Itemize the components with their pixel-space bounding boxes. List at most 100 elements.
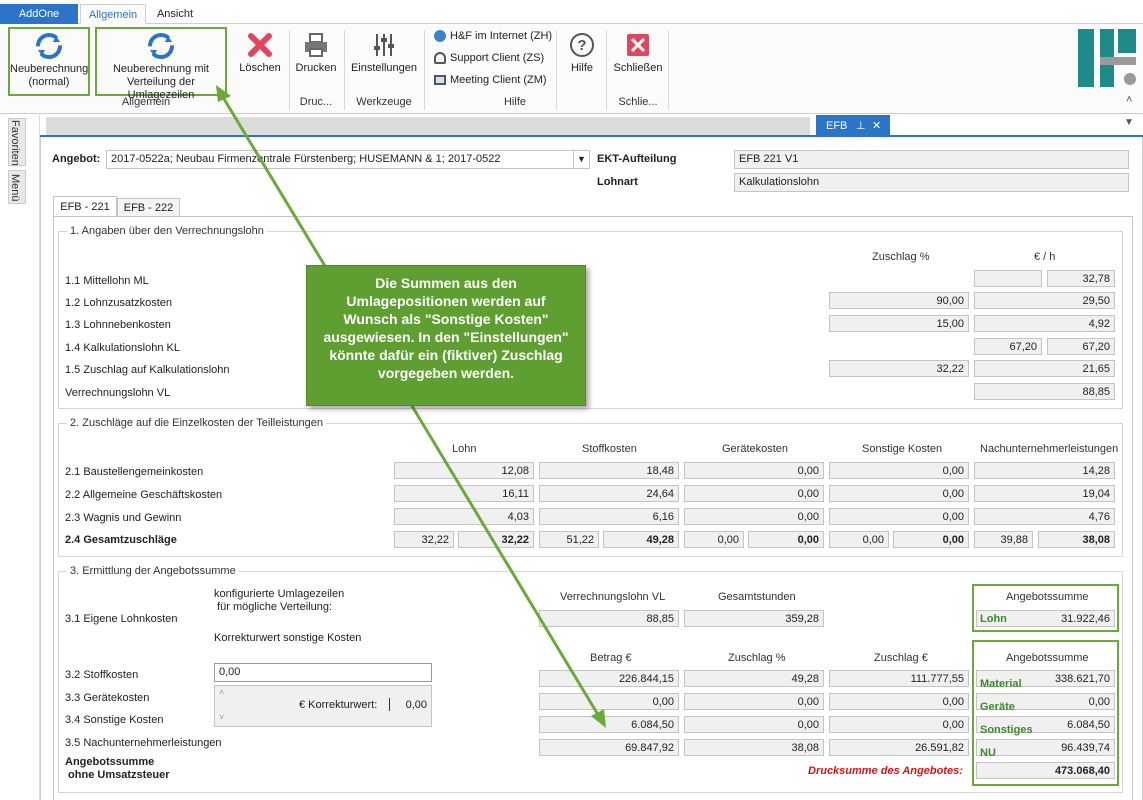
value-field[interactable]: 88,85 — [974, 383, 1115, 400]
drucken-button[interactable]: Drucken — [292, 32, 340, 75]
value-field[interactable]: 38,08 — [1038, 531, 1115, 548]
value-field[interactable]: 0,00 — [829, 693, 969, 710]
inner-tab-efb-221[interactable]: EFB - 221 — [53, 196, 117, 217]
mittellohn-empty-field[interactable] — [974, 270, 1042, 287]
hilfe-button[interactable]: ? Hilfe — [562, 32, 602, 75]
tab-list-dropdown-icon[interactable]: ▼ — [1124, 117, 1134, 128]
row-label: 3.2 Stoffkosten — [65, 669, 139, 681]
einstellungen-button[interactable]: Einstellungen — [348, 32, 420, 75]
value-field[interactable]: 111.777,55 — [829, 670, 969, 687]
ekt-label: EKT-Aufteilung — [597, 153, 677, 165]
value-field[interactable]: 0,00 — [748, 531, 824, 548]
value-field[interactable]: 49,28 — [603, 531, 679, 548]
angebotssumme-header-2: Angebotssumme — [1006, 652, 1089, 664]
umlage-list[interactable]: ˄ ˅ € Korrekturwert: 0,00 — [214, 685, 432, 727]
tab-ansicht[interactable]: Ansicht — [156, 8, 194, 20]
side-tab-menue[interactable] — [8, 170, 26, 204]
value-field[interactable]: 0,00 — [829, 462, 969, 479]
chevron-down-icon[interactable]: ▼ — [573, 151, 589, 168]
value-field[interactable]: 0,00 — [684, 693, 824, 710]
tab-allgemein[interactable]: Allgemein — [80, 4, 146, 24]
support-link[interactable]: Support Client (ZS) — [434, 52, 544, 65]
vl-field[interactable]: 88,85 — [539, 610, 679, 627]
pin-icon[interactable]: ⊥ — [856, 120, 866, 132]
value-field[interactable]: 0,00 — [684, 531, 744, 548]
value-field[interactable]: 32,22 — [458, 531, 534, 548]
value-field[interactable]: 24,64 — [539, 485, 679, 502]
lohn-result-field[interactable]: Lohn 31.922,46 — [976, 610, 1115, 627]
value-field[interactable]: 21,65 — [974, 360, 1115, 377]
value-field[interactable]: 90,00 — [829, 292, 969, 309]
angebot-select[interactable]: 2017-0522a; Neubau Firmenzentrale Fürste… — [106, 150, 590, 169]
value-field[interactable]: 16,11 — [394, 485, 534, 502]
value-field[interactable]: 6.084,50 — [539, 716, 679, 733]
value-field[interactable]: 0,00 — [829, 716, 969, 733]
value-field[interactable]: 0,00 — [829, 531, 889, 548]
value-field[interactable]: 4,76 — [974, 508, 1115, 525]
lohn-result-label: Lohn — [980, 613, 1007, 625]
value-field[interactable]: 32,22 — [394, 531, 454, 548]
value-field[interactable]: 4,92 — [974, 315, 1115, 332]
col-header-vl: Verrechnungslohn VL — [560, 591, 666, 603]
ribbon-collapse-icon[interactable]: ˄ — [1126, 94, 1133, 106]
meeting-link[interactable]: Meeting Client (ZM) — [434, 74, 547, 87]
drucksumme-value[interactable]: 473.068,40 — [976, 762, 1115, 779]
side-tab-favoriten[interactable] — [8, 118, 26, 166]
neuberechnung-button[interactable]: Neuberechnung (normal) — [8, 27, 90, 96]
monitor-icon — [434, 75, 446, 86]
value-field[interactable]: 67,20 — [974, 338, 1042, 355]
value-field[interactable]: 0,00 — [829, 508, 969, 525]
material-result-field[interactable]: Material 338.621,70 — [976, 670, 1115, 690]
value-field[interactable]: 67,20 — [1047, 338, 1115, 355]
value-field[interactable]: 15,00 — [829, 315, 969, 332]
value-field[interactable]: 26.591,82 — [829, 739, 969, 756]
nu-result-field[interactable]: NU 96.439,74 — [976, 739, 1115, 759]
value-field[interactable]: 32,78 — [1047, 270, 1115, 287]
row-label: 2.1 Baustellengemeinkosten — [65, 466, 204, 478]
loeschen-button[interactable]: Löschen — [234, 32, 286, 75]
value-field[interactable]: 14,28 — [974, 462, 1115, 479]
value-field[interactable]: 0,00 — [684, 485, 824, 502]
value-field[interactable]: 18,48 — [539, 462, 679, 479]
stoffkosten-input[interactable]: 0,00 — [214, 663, 432, 682]
scroll-down-icon[interactable]: ˅ — [219, 712, 225, 722]
lohnart-field[interactable]: Kalkulationslohn — [734, 173, 1129, 192]
value-field[interactable]: 0,00 — [829, 485, 969, 502]
tab-addone[interactable]: AddOne — [0, 4, 78, 24]
inner-tab-efb-222[interactable]: EFB - 222 — [117, 198, 180, 217]
value-field[interactable]: 32,22 — [829, 360, 969, 377]
document-tab-placeholder — [46, 117, 810, 135]
svg-text:?: ? — [577, 37, 586, 54]
row-label: 1.5 Zuschlag auf Kalkulationslohn — [65, 364, 230, 376]
value-field[interactable]: 6,16 — [539, 508, 679, 525]
value-field[interactable]: 38,08 — [684, 739, 824, 756]
col-header-lohn: Lohn — [452, 443, 477, 455]
schliessen-button[interactable]: Schließen — [612, 32, 664, 75]
value-field[interactable]: 0,00 — [684, 716, 824, 733]
neuberechnung-verteilung-button[interactable]: Neuberechnung mit Verteilung der Umlagez… — [95, 27, 227, 101]
tab-efb[interactable]: EFB ⊥ ✕ — [816, 115, 890, 137]
value-field[interactable]: 19,04 — [974, 485, 1115, 502]
close-icon[interactable]: ✕ — [872, 120, 882, 132]
scroll-up-icon[interactable]: ˄ — [219, 687, 225, 697]
value-field[interactable]: 12,08 — [394, 462, 534, 479]
neuberechnung-label: Neuberechnung (normal) — [10, 63, 89, 88]
value-field[interactable]: 0,00 — [539, 693, 679, 710]
value-field[interactable]: 0,00 — [893, 531, 969, 548]
ekt-field[interactable]: EFB 221 V1 — [734, 150, 1129, 169]
angebot-label: Angebot: — [52, 153, 101, 165]
value-field[interactable]: 51,22 — [539, 531, 599, 548]
korrektur-inline-value[interactable]: 0,00 — [405, 699, 427, 711]
gesamtstunden-field[interactable]: 359,28 — [684, 610, 824, 627]
value-field[interactable]: 226.844,15 — [539, 670, 679, 687]
value-field[interactable]: 0,00 — [684, 462, 824, 479]
internet-link[interactable]: H&F im Internet (ZH) — [434, 30, 552, 43]
value-field[interactable]: 0,00 — [684, 508, 824, 525]
value-field[interactable]: 49,28 — [684, 670, 824, 687]
value-field[interactable]: 39,88 — [974, 531, 1033, 548]
geraete-result-field[interactable]: Geräte 0,00 — [976, 693, 1115, 713]
sonstiges-result-field[interactable]: Sonstiges 6.084,50 — [976, 716, 1115, 736]
value-field[interactable]: 29,50 — [974, 292, 1115, 309]
value-field[interactable]: 69.847,92 — [539, 739, 679, 756]
value-field[interactable]: 4,03 — [394, 508, 534, 525]
